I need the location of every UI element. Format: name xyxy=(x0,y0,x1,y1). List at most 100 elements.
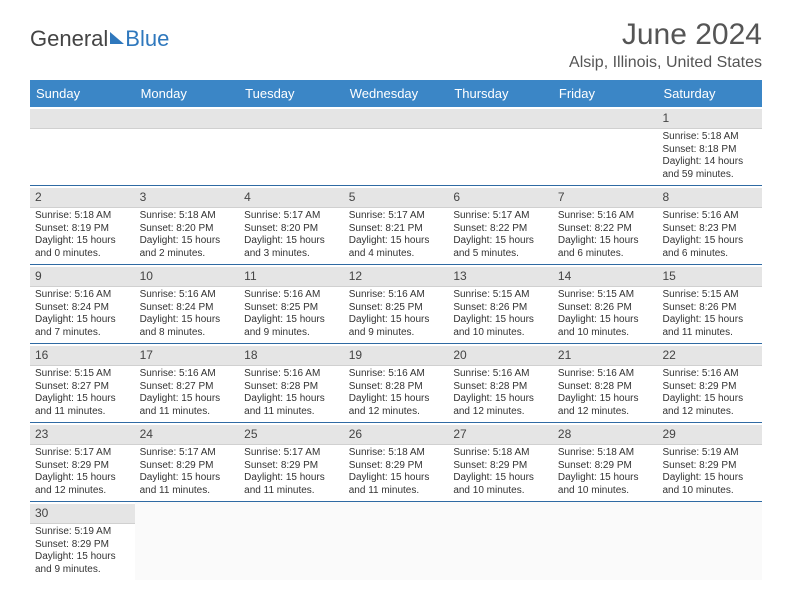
daylight-text: Daylight: 15 hours and 10 minutes. xyxy=(558,472,653,497)
sunset-text: Sunset: 8:29 PM xyxy=(662,381,757,394)
daylight-text: Daylight: 15 hours and 11 minutes. xyxy=(140,393,235,418)
calendar-week: 9 Sunrise: 5:16 AM Sunset: 8:24 PM Daylight… xyxy=(30,265,762,344)
title-block: June 2024 Alsip, Illinois, United States xyxy=(569,18,762,72)
sunset-text: Sunset: 8:29 PM xyxy=(35,539,130,552)
day-number: 9 xyxy=(30,267,135,287)
day-label-tue: Tuesday xyxy=(239,80,344,107)
calendar-day xyxy=(30,107,135,185)
daylight-text: Daylight: 15 hours and 7 minutes. xyxy=(35,314,130,339)
day-number: 29 xyxy=(657,425,762,445)
calendar-day xyxy=(553,107,658,185)
calendar-day: 30Sunrise: 5:19 AMSunset: 8:29 PMDayligh… xyxy=(30,502,135,580)
daylight-text: Daylight: 15 hours and 9 minutes. xyxy=(244,314,339,339)
calendar-day: 19Sunrise: 5:16 AMSunset: 8:28 PMDayligh… xyxy=(344,344,449,422)
sunrise-text: Sunrise: 5:16 AM xyxy=(349,368,444,381)
brand-logo: General Blue xyxy=(30,26,169,52)
calendar-day: 26Sunrise: 5:18 AMSunset: 8:29 PMDayligh… xyxy=(344,423,449,501)
calendar-day: 7Sunrise: 5:16 AMSunset: 8:22 PMDaylight… xyxy=(553,186,658,264)
sunset-text: Sunset: 8:29 PM xyxy=(453,460,548,473)
calendar-day: 2Sunrise: 5:18 AMSunset: 8:19 PMDaylight… xyxy=(30,186,135,264)
calendar-day: 25Sunrise: 5:17 AMSunset: 8:29 PMDayligh… xyxy=(239,423,344,501)
daylight-text: Daylight: 15 hours and 6 minutes. xyxy=(662,235,757,260)
calendar-day: 18Sunrise: 5:16 AMSunset: 8:28 PMDayligh… xyxy=(239,344,344,422)
sunset-text: Sunset: 8:24 PM xyxy=(140,302,235,315)
daylight-text: Daylight: 15 hours and 11 minutes. xyxy=(349,472,444,497)
calendar-week: 2Sunrise: 5:18 AMSunset: 8:19 PMDaylight… xyxy=(30,186,762,265)
sunset-text: Sunset: 8:29 PM xyxy=(244,460,339,473)
calendar-week: 1Sunrise: 5:18 AMSunset: 8:18 PMDaylight… xyxy=(30,107,762,186)
calendar-day: 6Sunrise: 5:17 AMSunset: 8:22 PMDaylight… xyxy=(448,186,553,264)
day-label-sun: Sunday xyxy=(30,80,135,107)
day-number: 13 xyxy=(448,267,553,287)
day-number: 8 xyxy=(657,188,762,208)
day-label-mon: Monday xyxy=(135,80,240,107)
day-number: 25 xyxy=(239,425,344,445)
calendar-week: 23Sunrise: 5:17 AMSunset: 8:29 PMDayligh… xyxy=(30,423,762,502)
calendar-body: 1Sunrise: 5:18 AMSunset: 8:18 PMDaylight… xyxy=(30,107,762,580)
daylight-text: Daylight: 15 hours and 11 minutes. xyxy=(35,393,130,418)
day-number xyxy=(448,109,553,129)
day-number: 30 xyxy=(30,504,135,524)
sunset-text: Sunset: 8:26 PM xyxy=(453,302,548,315)
sunrise-text: Sunrise: 5:16 AM xyxy=(558,210,653,223)
calendar-day: 27Sunrise: 5:18 AMSunset: 8:29 PMDayligh… xyxy=(448,423,553,501)
daylight-text: Daylight: 15 hours and 10 minutes. xyxy=(662,472,757,497)
sunset-text: Sunset: 8:22 PM xyxy=(558,223,653,236)
brand-part2: Blue xyxy=(125,26,169,52)
day-number: 17 xyxy=(135,346,240,366)
day-number xyxy=(239,109,344,129)
sail-icon xyxy=(110,32,124,44)
calendar-day: 5Sunrise: 5:17 AMSunset: 8:21 PMDaylight… xyxy=(344,186,449,264)
day-number: 22 xyxy=(657,346,762,366)
month-title: June 2024 xyxy=(569,18,762,52)
sunrise-text: Sunrise: 5:19 AM xyxy=(35,526,130,539)
calendar-day xyxy=(344,107,449,185)
day-number xyxy=(30,109,135,129)
sunset-text: Sunset: 8:26 PM xyxy=(558,302,653,315)
sunset-text: Sunset: 8:29 PM xyxy=(35,460,130,473)
calendar-day: 13Sunrise: 5:15 AMSunset: 8:26 PMDayligh… xyxy=(448,265,553,343)
sunset-text: Sunset: 8:25 PM xyxy=(244,302,339,315)
calendar-day: 15Sunrise: 5:15 AMSunset: 8:26 PMDayligh… xyxy=(657,265,762,343)
daylight-text: Daylight: 15 hours and 5 minutes. xyxy=(453,235,548,260)
calendar-day: 17Sunrise: 5:16 AMSunset: 8:27 PMDayligh… xyxy=(135,344,240,422)
sunset-text: Sunset: 8:26 PM xyxy=(662,302,757,315)
day-label-thu: Thursday xyxy=(448,80,553,107)
daylight-text: Daylight: 15 hours and 11 minutes. xyxy=(662,314,757,339)
day-number: 14 xyxy=(553,267,658,287)
day-number xyxy=(344,109,449,129)
day-number: 27 xyxy=(448,425,553,445)
sunrise-text: Sunrise: 5:16 AM xyxy=(662,210,757,223)
calendar-day: 23Sunrise: 5:17 AMSunset: 8:29 PMDayligh… xyxy=(30,423,135,501)
sunrise-text: Sunrise: 5:16 AM xyxy=(35,289,130,302)
daylight-text: Daylight: 15 hours and 10 minutes. xyxy=(453,472,548,497)
sunrise-text: Sunrise: 5:16 AM xyxy=(244,289,339,302)
day-number: 2 xyxy=(30,188,135,208)
sunset-text: Sunset: 8:29 PM xyxy=(349,460,444,473)
location-text: Alsip, Illinois, United States xyxy=(569,54,762,72)
daylight-text: Daylight: 15 hours and 12 minutes. xyxy=(558,393,653,418)
daylight-text: Daylight: 15 hours and 0 minutes. xyxy=(35,235,130,260)
calendar-day: 29 Sunrise: 5:19 AMSunset: 8:29 PMDayligh… xyxy=(657,423,762,501)
sunset-text: Sunset: 8:29 PM xyxy=(662,460,757,473)
calendar-day xyxy=(657,502,762,580)
daylight-text: Daylight: 15 hours and 11 minutes. xyxy=(140,472,235,497)
sunrise-text: Sunrise: 5:19 AM xyxy=(662,447,757,460)
calendar-day: 9Sunrise: 5:16 AMSunset: 8:24 PMDaylight… xyxy=(30,265,135,343)
sunset-text: Sunset: 8:28 PM xyxy=(453,381,548,394)
day-label-wed: Wednesday xyxy=(344,80,449,107)
sunset-text: Sunset: 8:20 PM xyxy=(244,223,339,236)
page-header: General Blue June 2024 Alsip, Illinois, … xyxy=(30,18,762,72)
calendar-day: 10Sunrise: 5:16 AMSunset: 8:24 PMDayligh… xyxy=(135,265,240,343)
day-number: 12 xyxy=(344,267,449,287)
daylight-text: Daylight: 15 hours and 12 minutes. xyxy=(35,472,130,497)
day-number: 11 xyxy=(239,267,344,287)
day-label-sat: Saturday xyxy=(657,80,762,107)
calendar-day xyxy=(239,107,344,185)
calendar-day xyxy=(448,107,553,185)
calendar-day: 4Sunrise: 5:17 AMSunset: 8:20 PMDaylight… xyxy=(239,186,344,264)
daylight-text: Daylight: 15 hours and 4 minutes. xyxy=(349,235,444,260)
sunset-text: Sunset: 8:29 PM xyxy=(558,460,653,473)
calendar-day xyxy=(239,502,344,580)
sunset-text: Sunset: 8:18 PM xyxy=(662,144,757,157)
